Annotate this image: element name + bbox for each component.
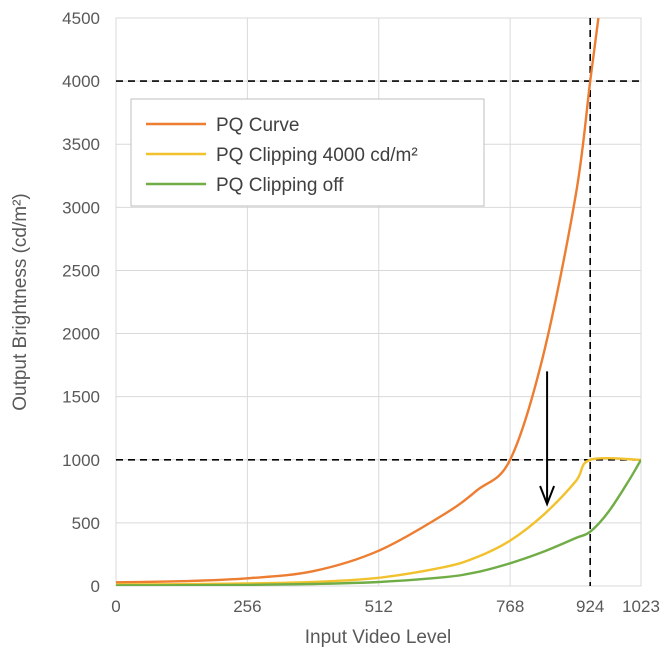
legend: PQ Curve PQ Clipping 4000 cd/m² PQ Clippin…	[130, 98, 485, 207]
reference-lines	[116, 18, 641, 586]
legend-label-3: PQ Clipping off	[216, 175, 344, 196]
legend-label-2: PQ Clipping 4000 cd/m²	[216, 145, 418, 166]
y-tick-label: 2500	[62, 261, 100, 280]
y-tick-label: 500	[72, 514, 100, 533]
plot-border	[115, 17, 642, 587]
y-tick-label: 1500	[62, 388, 100, 407]
x-tick-label: 0	[111, 597, 120, 616]
x-tick-label: 512	[365, 597, 393, 616]
x-tick-label: 924	[576, 597, 604, 616]
series-line-1	[116, 18, 600, 584]
y-tick-label: 0	[91, 577, 100, 596]
y-tick-label: 4500	[62, 9, 100, 28]
y-axis-title: Output Brightness (cd/m²)	[10, 193, 31, 411]
y-tick-label: 1000	[62, 451, 100, 470]
y-tick-labels: 0 500 1000 1500 2000 2500 3000 3500 4000 4500	[62, 9, 100, 596]
y-tick-label: 3000	[62, 198, 100, 217]
y-tick-label: 2000	[62, 325, 100, 344]
y-tick-label: 3500	[62, 135, 100, 154]
x-tick-label: 256	[233, 597, 261, 616]
x-tick-labels: 0 256 512 768 924 1023	[111, 597, 660, 616]
series-line-2	[116, 457, 641, 586]
legend-box	[130, 98, 485, 207]
arrow-head	[539, 485, 556, 507]
series-lines	[116, 18, 641, 586]
x-tick-label: 1023	[622, 597, 660, 616]
series-line-3	[116, 459, 641, 586]
legend-label-1: PQ Curve	[216, 115, 299, 136]
x-tick-label: 768	[496, 597, 524, 616]
y-tick-label: 4000	[62, 72, 100, 91]
annotation-arrow	[539, 371, 556, 507]
x-axis-title: Input Video Level	[305, 627, 452, 648]
plot-frame	[115, 17, 642, 587]
